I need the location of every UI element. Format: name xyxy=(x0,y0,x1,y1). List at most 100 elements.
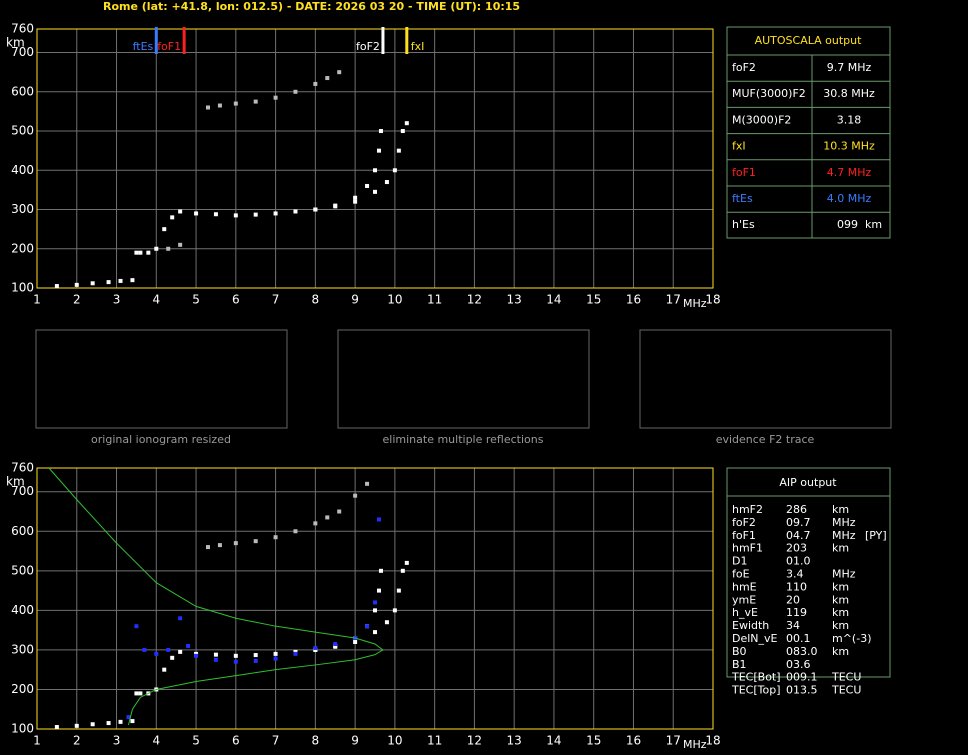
thumbnail-frame xyxy=(337,329,590,429)
x-tick-label: 9 xyxy=(351,734,359,748)
trace-point xyxy=(106,280,111,285)
trace-point xyxy=(166,246,171,251)
aip-cell: 119 xyxy=(786,606,807,619)
aip-cell: h_vE xyxy=(732,606,758,619)
trace-point xyxy=(325,515,330,520)
trace-point xyxy=(253,653,258,658)
trace-point xyxy=(54,725,59,730)
trace-point xyxy=(233,541,238,546)
aip-cell: km xyxy=(832,619,849,632)
trace-point xyxy=(333,644,338,649)
aip-cell: hmF1 xyxy=(732,542,763,555)
x-tick-label: 15 xyxy=(586,293,601,307)
y-tick-label: 600 xyxy=(11,84,34,98)
y-tick-label: 300 xyxy=(11,642,34,656)
trace-point xyxy=(233,101,238,106)
x-tick-label: 9 xyxy=(351,293,359,307)
autoscala-name: fxI xyxy=(732,140,746,153)
trace-point xyxy=(365,183,370,188)
x-tick-label: 17 xyxy=(666,293,681,307)
trace-point xyxy=(194,211,199,216)
aip-cell: 013.5 xyxy=(786,684,818,697)
autoscala-name: M(3000)F2 xyxy=(732,113,791,126)
trace-point xyxy=(170,655,175,660)
aip-cell: foE xyxy=(732,568,750,581)
aip-cell: km xyxy=(832,542,849,555)
x-tick-label: 4 xyxy=(152,293,160,307)
aip-cell: TECU xyxy=(831,671,861,684)
x-tick-label: 8 xyxy=(312,734,320,748)
aip-cell: B1 xyxy=(732,658,747,671)
marker-label: foF2 xyxy=(356,40,380,53)
trace-point xyxy=(170,215,175,220)
trace-point xyxy=(373,600,377,605)
aip-cell: 009.1 xyxy=(786,671,818,684)
trace-point xyxy=(313,521,318,526)
trace-point xyxy=(213,212,218,217)
x-tick-label: 16 xyxy=(626,734,641,748)
trace-point xyxy=(146,250,151,255)
marker-label: foF1 xyxy=(157,40,181,53)
thumbnail-caption: evidence F2 trace xyxy=(716,433,815,446)
y-tick-label: 500 xyxy=(11,124,34,138)
x-tick-label: 18 xyxy=(705,734,720,748)
trace-point xyxy=(313,81,318,86)
thumbnail-frame xyxy=(639,329,892,429)
aip-cell: foF1 xyxy=(732,529,756,542)
aip-cell: 34 xyxy=(786,619,800,632)
trace-point xyxy=(217,543,222,548)
aip-cell: TEC[Top] xyxy=(731,684,781,697)
autoscala-value: 4.0 MHz xyxy=(827,192,872,205)
trace-point xyxy=(90,722,95,727)
trace-point xyxy=(337,70,342,75)
autoscala-value: 099 xyxy=(837,218,858,231)
x-tick-label: 10 xyxy=(387,293,402,307)
autoscala-value: 3.18 xyxy=(837,113,862,126)
x-tick-label: 10 xyxy=(387,734,402,748)
aip-cell: 3.4 xyxy=(786,568,804,581)
x-tick-label: 2 xyxy=(73,293,81,307)
trace-point xyxy=(365,624,370,629)
trace-point xyxy=(373,608,377,613)
autoscala-value: 4.7 MHz xyxy=(827,166,872,179)
y-tick-label: 760 xyxy=(11,22,34,36)
trace-point xyxy=(90,281,95,286)
trace-point xyxy=(404,560,409,565)
aip-cell: 03.6 xyxy=(786,658,811,671)
trace-point xyxy=(365,481,370,486)
y-tick-label: 100 xyxy=(11,281,34,295)
aip-cell: TECU xyxy=(831,684,861,697)
aip-cell: km xyxy=(832,645,849,658)
trace-point xyxy=(353,195,358,200)
aip-cell: B0 xyxy=(732,645,747,658)
plot-frame xyxy=(36,28,714,289)
x-tick-label: 7 xyxy=(272,734,280,748)
trace-point xyxy=(194,653,199,658)
trace-point xyxy=(376,517,381,522)
trace-point xyxy=(134,624,139,629)
aip-cell: 286 xyxy=(786,503,807,516)
trace-point xyxy=(373,189,377,194)
autoscala-value: 10.3 MHz xyxy=(823,140,875,153)
trace-point xyxy=(233,659,238,664)
aip-cell: km xyxy=(832,580,849,593)
trace-point xyxy=(293,529,298,534)
trace-point xyxy=(373,168,377,173)
aip-cell: 04.7 xyxy=(786,529,811,542)
trace-point xyxy=(142,647,147,652)
aip-cell: km xyxy=(832,593,849,606)
aip-cell: km xyxy=(832,503,849,516)
aip-cell: 01.0 xyxy=(786,555,811,568)
trace-point xyxy=(233,653,238,658)
aip-cell: ymE xyxy=(732,593,756,606)
aip-box xyxy=(726,467,891,678)
aip-cell: m^(-3) xyxy=(832,632,871,645)
y-axis-label: km xyxy=(6,36,25,50)
x-tick-label: 12 xyxy=(467,734,482,748)
aip-cell: MHz xyxy=(832,529,856,542)
plot-frame xyxy=(36,467,714,730)
trace-point xyxy=(253,539,258,544)
autoscala-name: foF1 xyxy=(732,166,756,179)
trace-point xyxy=(186,643,191,648)
trace-point xyxy=(392,608,397,613)
